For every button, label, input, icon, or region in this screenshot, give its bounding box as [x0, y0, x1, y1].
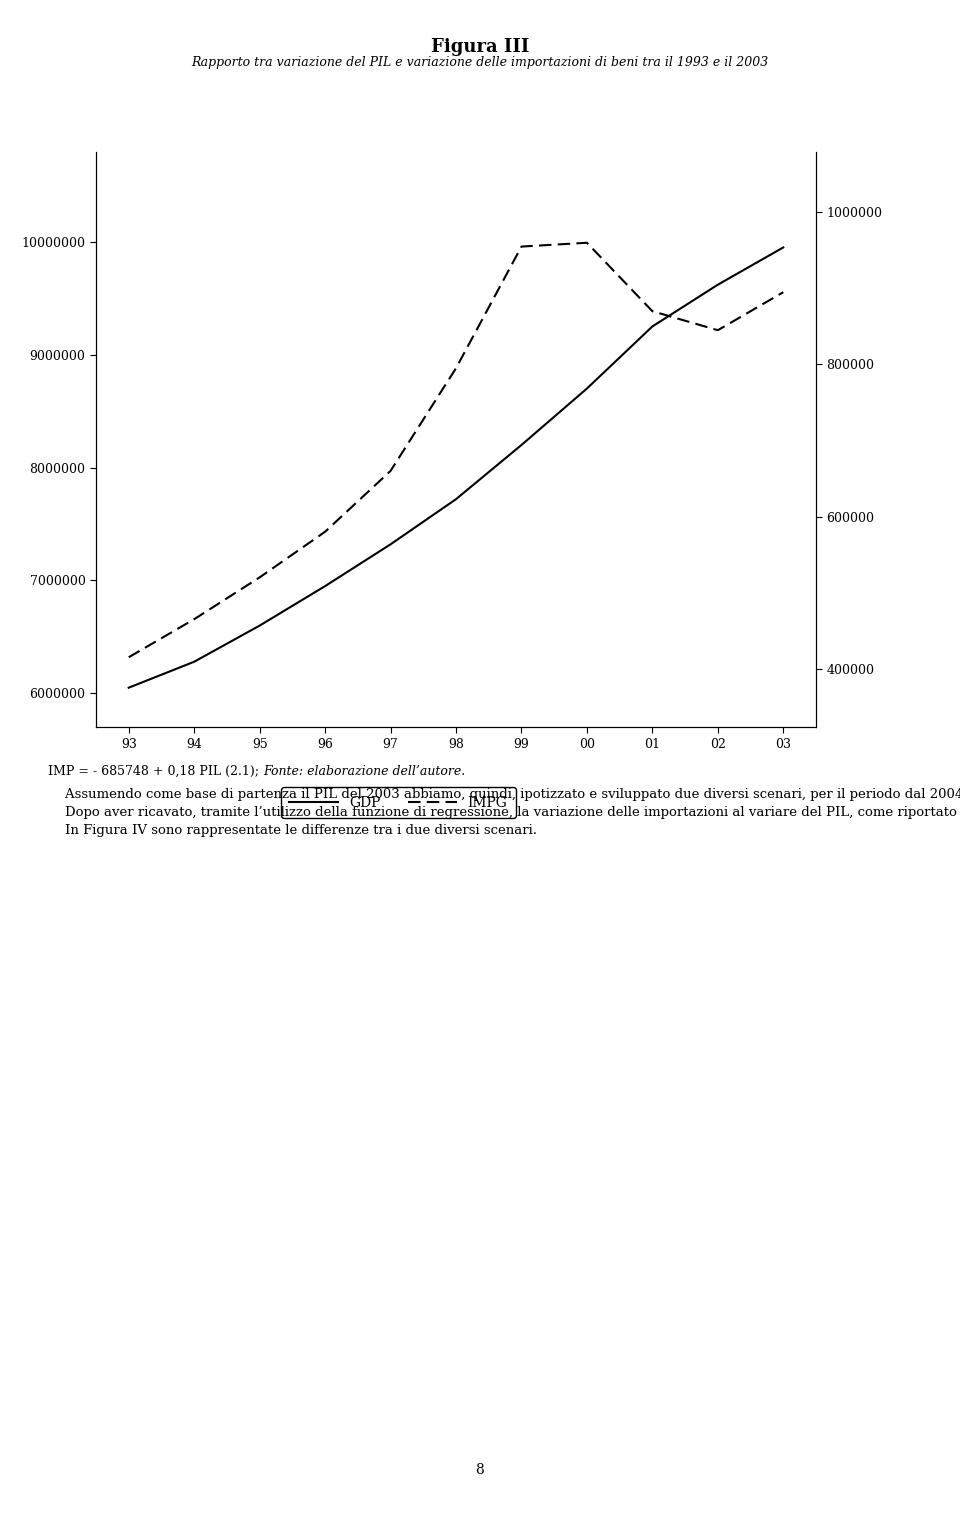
- Text: Fonte: elaborazione dell’autore.: Fonte: elaborazione dell’autore.: [263, 765, 466, 779]
- Text: Figura III: Figura III: [431, 38, 529, 56]
- Text: Rapporto tra variazione del PIL e variazione delle importazioni di beni tra il 1: Rapporto tra variazione del PIL e variaz…: [191, 56, 769, 70]
- Text: 8: 8: [475, 1463, 485, 1477]
- Legend: GDP, IMPG: GDP, IMPG: [281, 788, 516, 818]
- Text: Assumendo come base di partenza il PIL del 2003 abbiamo, quindi, ipotizzato e sv: Assumendo come base di partenza il PIL d…: [48, 788, 960, 838]
- Text: IMP = - 685748 + 0,18 PIL (2.1);: IMP = - 685748 + 0,18 PIL (2.1);: [48, 765, 263, 779]
